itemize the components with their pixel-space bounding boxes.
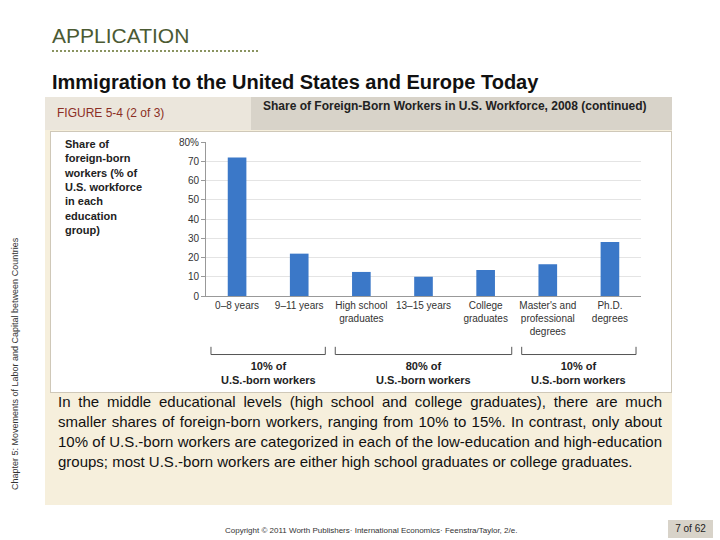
html-text:Immigration to the United Stat: Immigration to the United States and Eur… xyxy=(52,71,539,93)
svg-text:Collegegraduates: Collegegraduates xyxy=(463,300,507,324)
html-text:FIGURE 5-4 (2 of 3): FIGURE 5-4 (2 of 3) xyxy=(57,106,165,120)
html-text:Chapter 5: Movements of Labor: Chapter 5: Movements of Labor and Capita… xyxy=(10,237,20,490)
svg-text:0–8 years: 0–8 years xyxy=(215,300,259,311)
svg-text:50: 50 xyxy=(188,194,200,205)
svg-text:30: 30 xyxy=(188,233,200,244)
svg-text:70: 70 xyxy=(188,156,200,167)
svg-text:10% ofU.S.-born workers: 10% ofU.S.-born workers xyxy=(531,360,626,386)
svg-text:9–11 years: 9–11 years xyxy=(275,300,324,311)
svg-text:40: 40 xyxy=(188,214,200,225)
svg-text:Ph.D.degrees: Ph.D.degrees xyxy=(592,300,628,324)
svg-text:10% ofU.S.-born workers: 10% ofU.S.-born workers xyxy=(221,360,316,386)
html-text:In the middle educational leve: In the middle educational levels (high s… xyxy=(58,393,662,470)
svg-text:80%: 80% xyxy=(179,137,199,148)
svg-text:60: 60 xyxy=(188,175,200,186)
svg-text:High schoolgraduates: High schoolgraduates xyxy=(335,300,387,324)
html-text:Share of Foreign-Born Workers: Share of Foreign-Born Workers in U.S. Wo… xyxy=(263,99,647,113)
svg-text:Share offoreign-bornworkers (%: Share offoreign-bornworkers (% ofU.S. wo… xyxy=(64,138,142,236)
svg-text:10: 10 xyxy=(188,271,200,282)
svg-text:0: 0 xyxy=(193,291,199,302)
svg-text:20: 20 xyxy=(188,252,200,263)
html-text:APPLICATION: APPLICATION xyxy=(52,24,190,47)
html-text:Copyright © 2011 Worth Publish: Copyright © 2011 Worth Publishers· Inter… xyxy=(225,526,518,535)
svg-text:Master's andprofessionaldegree: Master's andprofessionaldegrees xyxy=(519,300,576,337)
svg-text:80% ofU.S.-born workers: 80% ofU.S.-born workers xyxy=(376,360,471,386)
html-text:7 of 62: 7 of 62 xyxy=(675,523,706,534)
svg-text:13–15 years: 13–15 years xyxy=(396,300,451,311)
